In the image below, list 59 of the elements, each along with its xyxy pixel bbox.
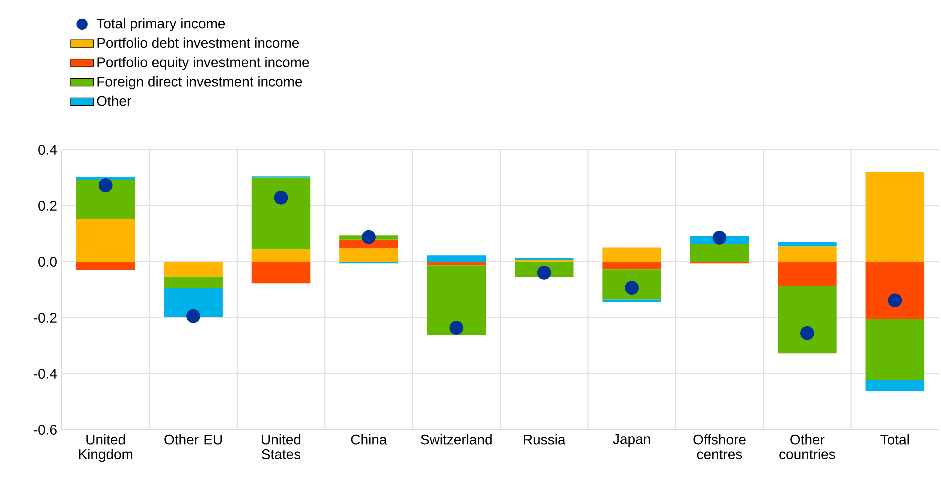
bar: [602, 300, 662, 302]
bar: [866, 380, 925, 392]
bar: [866, 262, 925, 320]
point: [625, 281, 639, 295]
y-tick-label: 0.2: [38, 201, 57, 211]
bar: [427, 262, 486, 266]
bar: [340, 248, 398, 262]
bar: [427, 266, 486, 336]
point: [537, 266, 552, 280]
point: [362, 230, 376, 244]
bar: [76, 177, 136, 180]
legend-label: Foreign direct investment income: [98, 76, 302, 90]
point: [98, 178, 113, 193]
bar: [252, 178, 311, 250]
bar: [602, 262, 662, 270]
bar: [340, 240, 398, 249]
bar: [602, 270, 662, 300]
x-tick-label: Total: [880, 434, 910, 445]
y-tick-label: -0.6: [34, 425, 57, 435]
legend-label: Portfolio debt investment income: [98, 38, 300, 48]
x-tick-label: Offshore centres: [694, 434, 746, 460]
bar: [76, 219, 136, 262]
x-tick-label: United States: [262, 434, 301, 460]
y-tick-label: 0.0: [38, 257, 57, 267]
x-tick-label: Other countries: [780, 434, 836, 460]
legend-label: Total primary income: [96, 18, 226, 32]
bar: [778, 286, 837, 354]
y-tick-label: -0.4: [34, 369, 58, 379]
bar: [778, 246, 837, 262]
y-tick-label: -0.2: [34, 313, 57, 323]
bar: [778, 262, 837, 286]
bar: [866, 172, 925, 262]
bar: [690, 244, 750, 262]
point: [186, 309, 200, 324]
legend-label: Other: [97, 96, 132, 106]
bar: [164, 288, 223, 318]
bar: [164, 276, 223, 288]
x-tick-label: Russia: [524, 434, 566, 445]
point: [274, 190, 288, 205]
bar: [602, 248, 662, 262]
x-tick-label: United Kingdom: [79, 434, 133, 462]
point: [712, 230, 727, 245]
bar: [76, 262, 136, 270]
bar: [252, 262, 311, 284]
bar: [252, 250, 311, 262]
x-tick-label: Japan: [613, 434, 650, 448]
point: [800, 326, 814, 340]
bar: [76, 180, 136, 220]
y-tick-label: 0.4: [38, 145, 58, 155]
bar: [164, 262, 223, 277]
x-tick-label: Other EU: [164, 434, 222, 445]
bar: [427, 256, 486, 262]
point: [888, 294, 902, 308]
legend-label: Portfolio equity investment income: [98, 57, 310, 70]
x-tick-label: China: [351, 434, 388, 445]
bar: [778, 242, 837, 247]
x-tick-label: Switzerland: [421, 434, 492, 445]
point: [450, 321, 464, 336]
bar: [866, 319, 925, 380]
